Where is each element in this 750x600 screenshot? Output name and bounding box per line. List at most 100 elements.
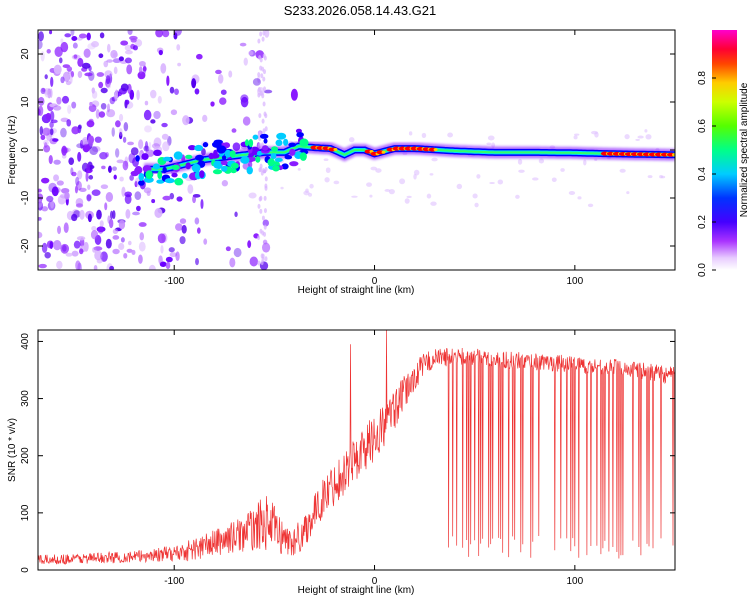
ridge-blob <box>248 138 254 148</box>
speckle-blob <box>60 76 65 84</box>
speckle-blob <box>568 190 576 196</box>
speckle-blob <box>106 103 110 113</box>
snr-frame <box>37 329 676 571</box>
ridge-blob <box>259 133 269 139</box>
speckle-blob <box>78 33 87 39</box>
speckle-blob <box>61 145 68 156</box>
speckle-blob <box>40 134 46 141</box>
speckle-blob <box>38 263 47 269</box>
speckle-blob <box>257 75 261 84</box>
speckle-blob <box>248 50 254 56</box>
speckle-blob <box>234 211 238 218</box>
speckle-blob <box>95 109 100 119</box>
colorbar-label: Normalized spectral amplitude <box>739 82 750 217</box>
colorbar-gradient <box>712 30 737 270</box>
ridge-blob <box>272 165 280 172</box>
speckle-blob <box>170 109 178 116</box>
speckle-blob <box>486 142 492 145</box>
speckle-blob <box>518 169 525 173</box>
ridge-blob <box>285 155 293 160</box>
speckle-blob <box>583 159 587 166</box>
colorbar: 0.0 0.2 0.4 0.6 0.8 Normalized spectral ampl… <box>697 30 750 277</box>
speckle-blob <box>87 213 92 223</box>
ridge-blob <box>246 166 253 175</box>
speckle-blob <box>83 48 91 58</box>
speckle-blob <box>53 64 62 75</box>
spectrogram-y-ticks: -20 -10 0 10 20 <box>20 48 675 253</box>
speckle-blob <box>91 87 95 94</box>
ridge-peak <box>433 148 438 152</box>
speckle-blob <box>176 44 181 51</box>
speckle-blob <box>77 170 83 180</box>
speckle-blob <box>88 104 97 113</box>
speckle-blob <box>169 86 175 94</box>
spectrogram-x-ticks: -100 0 100 <box>164 30 584 287</box>
speckle-blob <box>257 260 261 266</box>
speckle-blob <box>98 81 104 89</box>
speckle-blob <box>56 260 63 270</box>
speckle-blob <box>40 87 46 95</box>
speckle-blob <box>42 127 51 136</box>
speckle-blob <box>168 247 175 253</box>
ridge-blob <box>195 154 204 161</box>
speckle-blob <box>60 41 69 53</box>
speckle-blob <box>71 250 79 257</box>
speckle-blob <box>476 174 481 179</box>
speckle-blob <box>426 193 432 199</box>
ridge-blob <box>164 178 175 184</box>
speckle-blob <box>259 57 263 63</box>
y-tick-label: 300 <box>20 390 31 407</box>
speckle-blob <box>89 146 98 156</box>
speckle-blob <box>325 167 331 174</box>
speckle-blob <box>157 233 166 244</box>
speckle-blob <box>68 157 75 165</box>
speckle-blob <box>131 249 136 255</box>
ridge-blob <box>262 145 269 151</box>
colorbar-tick-label: 0.0 <box>697 263 708 277</box>
speckle-blob <box>489 182 495 185</box>
speckle-blob <box>262 219 270 227</box>
speckle-blob <box>179 236 186 245</box>
speckle-blob <box>47 200 56 211</box>
ridge-blob <box>267 158 275 167</box>
speckle-blob <box>351 195 358 198</box>
speckle-blob <box>116 159 125 164</box>
speckle-blob <box>49 241 54 249</box>
speckle-blob <box>194 217 200 225</box>
speckle-blob <box>106 109 116 118</box>
speckle-blob <box>78 187 87 192</box>
speckle-blob <box>67 104 72 114</box>
ridge-blob <box>171 164 180 171</box>
speckle-blob <box>161 122 168 128</box>
speckle-blob <box>73 54 78 59</box>
ridge-blob <box>209 153 220 159</box>
speckle-blob <box>210 101 215 107</box>
speckle-blob <box>142 66 147 72</box>
speckle-blob <box>100 87 108 94</box>
colorbar-ticks: 0.0 0.2 0.4 0.6 0.8 <box>697 71 716 277</box>
speckle-blob <box>82 143 91 153</box>
speckle-blob <box>399 178 406 185</box>
speckle-blob <box>111 127 115 137</box>
speckle-blob <box>143 187 152 194</box>
speckle-blob <box>78 248 84 255</box>
speckle-blob <box>91 41 99 48</box>
speckle-blob <box>69 75 73 84</box>
speckle-blob <box>44 74 48 80</box>
speckle-blob <box>71 36 78 41</box>
speckle-blob <box>49 103 58 108</box>
speckle-blob <box>138 60 146 67</box>
speckle-blob <box>84 72 93 77</box>
speckle-blob <box>38 96 45 106</box>
snr-series-line <box>38 330 675 565</box>
speckle-blob <box>487 135 495 141</box>
speckle-blob <box>150 89 157 99</box>
speckle-blob <box>126 64 133 75</box>
speckle-blob <box>118 131 123 140</box>
speckle-blob <box>174 88 179 96</box>
speckle-blob <box>261 118 265 124</box>
speckle-blob <box>384 189 391 192</box>
speckle-blob <box>626 191 630 195</box>
speckle-blob <box>538 158 545 164</box>
speckle-blob <box>120 237 125 243</box>
